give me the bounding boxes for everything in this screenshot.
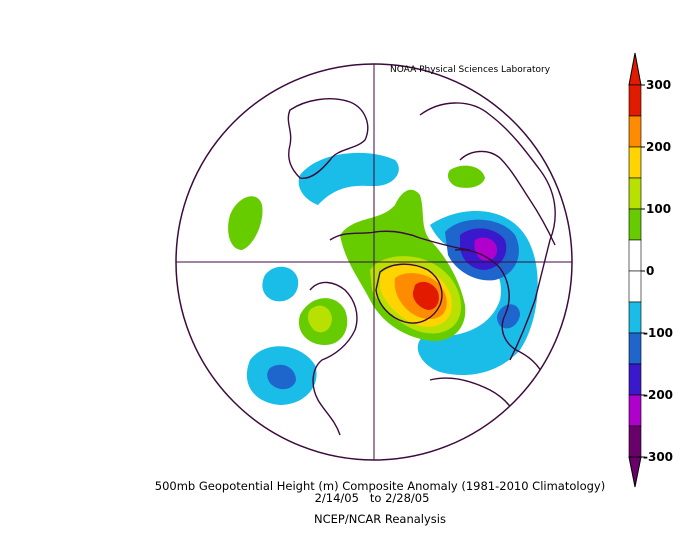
- anomaly-strong-negative: [474, 237, 498, 261]
- colorbar-bin: [628, 208, 642, 241]
- colorbar-tick-label: -300: [643, 450, 674, 464]
- colorbar-tick-label: -200: [643, 388, 674, 402]
- colorbar-bin: [628, 363, 642, 396]
- caption-dates: 2/14/05 to 2/28/05: [314, 491, 430, 505]
- caption-source: NCEP/NCAR Reanalysis: [314, 512, 446, 526]
- coastline-eurasia-north: [419, 102, 556, 361]
- coastline-asia-east: [459, 150, 556, 246]
- colorbar-bin: [628, 146, 642, 179]
- colorbar-bin: [628, 394, 642, 427]
- colorbar-bin: [628, 332, 642, 365]
- anomaly-strong-negative: [267, 364, 296, 390]
- colorbar-bin: [628, 177, 642, 210]
- coastline-arctic: [329, 230, 471, 251]
- colorbar-tick-label: -100: [643, 326, 674, 340]
- colorbar-tick-label: 100: [646, 202, 672, 216]
- colorbar-bin: [628, 270, 642, 303]
- anomaly-positive-strong: [307, 305, 332, 333]
- colorbar-arrow-top: [628, 52, 642, 86]
- anomaly-field: [228, 152, 538, 405]
- coastline-europe: [454, 248, 549, 391]
- anomaly-negative-region: [298, 152, 399, 205]
- colorbar-bin: [628, 425, 642, 458]
- coastline-greenland: [375, 263, 443, 324]
- anomaly-positive-max: [412, 281, 439, 310]
- colorbar-bin: [628, 239, 642, 272]
- colorbar-bin: [628, 84, 642, 117]
- map-boundary: [175, 63, 573, 461]
- anomaly-positive-region: [228, 196, 263, 250]
- caption-title: 500mb Geopotential Height (m) Composite …: [154, 479, 606, 493]
- anomaly-positive-region: [447, 165, 485, 188]
- coastline-north-africa: [429, 377, 521, 426]
- colorbar: [628, 52, 645, 488]
- colorbar-tick-label: 300: [646, 78, 672, 92]
- colorbar-bin: [628, 301, 642, 334]
- colorbar-tick-label: 200: [646, 140, 672, 154]
- colorbar-tick-label: 0: [646, 264, 655, 278]
- colorbar-bin: [628, 115, 642, 148]
- coastline-canada: [309, 281, 358, 436]
- anomaly-negative-region: [262, 266, 299, 302]
- credit-text: NOAA Physical Sciences Laboratory: [390, 65, 551, 75]
- colorbar-arrow-bottom: [628, 456, 642, 488]
- coastline-north-america: [287, 98, 369, 179]
